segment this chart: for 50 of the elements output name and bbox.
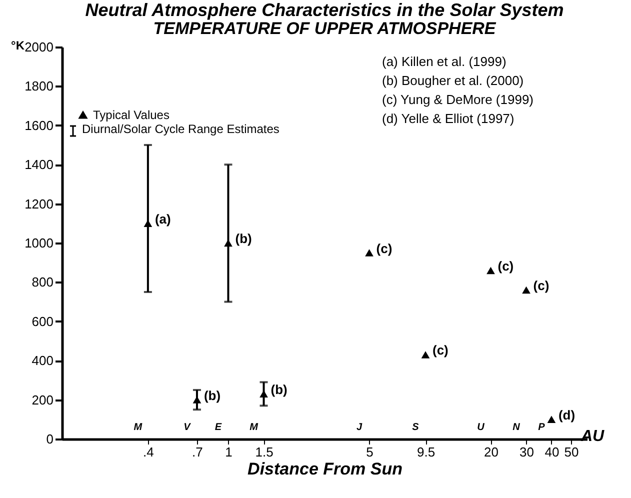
x-tick-label: .7: [192, 444, 203, 460]
annotation: E: [214, 422, 222, 433]
annotation: (b) Bougher et al. (2000): [382, 73, 524, 88]
legend-label: Typical Values: [93, 108, 170, 122]
y-tick-label: 1800: [24, 78, 54, 94]
annotation: J: [356, 422, 362, 433]
annotation: N: [512, 422, 520, 433]
annotation: S: [412, 422, 419, 433]
annotation: (c): [498, 258, 514, 274]
annotation: (c) Yung & DeMore (1999): [382, 92, 534, 108]
y-tick-label: 0: [46, 432, 54, 446]
annotation: M: [250, 422, 258, 433]
annotation: (b): [235, 231, 252, 246]
annotation: P: [538, 422, 545, 433]
y-tick-label: 1600: [24, 118, 54, 133]
y-tick-label: 2000: [24, 40, 54, 54]
y-tick-label: 400: [32, 353, 54, 368]
annotation: (b): [270, 382, 288, 397]
annotation: (c): [376, 240, 392, 256]
annotation: (d): [558, 407, 576, 422]
y-tick-label: 1400: [24, 157, 54, 172]
annotation: (a): [154, 211, 171, 226]
annotation: (c): [432, 342, 448, 358]
x-tick-label: 40: [544, 444, 560, 460]
annotation: AU: [581, 428, 604, 446]
x-tick-label: 20: [484, 444, 498, 460]
annotation: Diurnal/Solar Cycle Range Estimates: [82, 122, 280, 136]
annotation: (d) Yelle & Elliot (1997): [382, 111, 514, 126]
x-tick-label: 5: [366, 444, 374, 460]
annotation: (b): [204, 388, 221, 403]
annotation: M: [134, 422, 142, 433]
y-tick-label: 1000: [24, 236, 54, 250]
y-tick-label: 600: [32, 314, 54, 329]
x-axis-title: Distance From Sun: [248, 460, 402, 478]
annotation: (a) Killen et al. (1999): [382, 54, 506, 70]
chart-title: Neutral Atmosphere Characteristics in the Solar System: [85, 0, 564, 20]
x-tick-label: 30: [520, 444, 534, 460]
x-tick-label: .4: [143, 444, 154, 460]
annotation: (c): [533, 278, 550, 294]
y-tick-label: 1200: [24, 196, 54, 212]
annotation: U: [477, 422, 484, 433]
annotation: V: [184, 422, 190, 433]
chart-subtitle: TEMPERATURE OF UPPER ATMOSPHERE: [153, 19, 496, 38]
x-tick-label: 9.5: [416, 444, 436, 460]
y-axis-title: °K: [11, 38, 25, 52]
x-tick-label: 1: [225, 444, 232, 460]
y-tick-label: 200: [32, 392, 54, 408]
x-tick-label: 50: [564, 444, 579, 460]
y-tick-label: 800: [32, 274, 54, 290]
x-tick-label: 1.5: [255, 444, 274, 460]
